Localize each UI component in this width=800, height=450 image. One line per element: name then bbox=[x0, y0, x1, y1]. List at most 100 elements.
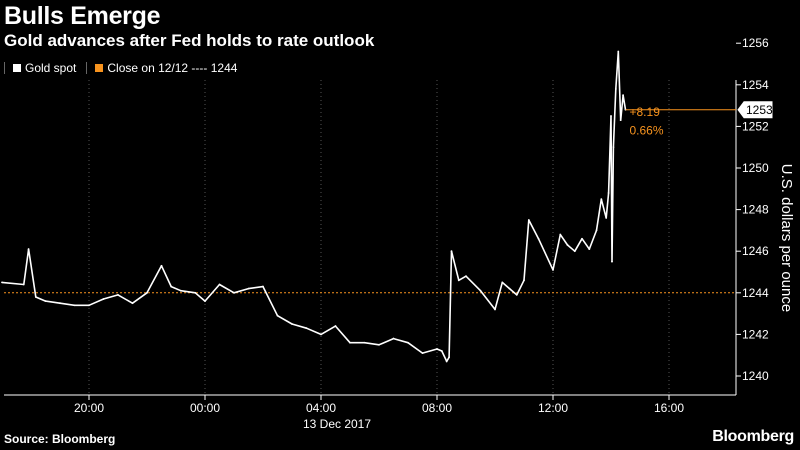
data-point bbox=[102, 298, 105, 300]
data-point bbox=[170, 285, 173, 288]
data-point bbox=[334, 325, 337, 327]
data-point bbox=[27, 248, 30, 251]
data-point bbox=[566, 244, 569, 246]
y-tick-label: 1244 bbox=[742, 286, 769, 300]
data-point bbox=[559, 233, 562, 236]
legend-label-gold: Gold spot bbox=[25, 61, 77, 75]
data-point bbox=[194, 291, 197, 294]
x-tick-label: 08:00 bbox=[422, 401, 452, 415]
data-point bbox=[581, 237, 583, 240]
data-point bbox=[436, 348, 438, 350]
data-point bbox=[501, 281, 504, 284]
last-value-tag bbox=[737, 101, 773, 119]
data-point bbox=[588, 248, 591, 251]
data-point bbox=[465, 275, 467, 278]
data-point bbox=[407, 341, 409, 344]
x-tick-label: 16:00 bbox=[654, 401, 684, 415]
data-point bbox=[320, 333, 322, 336]
y-tick-label: 1240 bbox=[742, 369, 769, 383]
legend-swatch-close bbox=[95, 64, 104, 72]
data-point bbox=[392, 337, 395, 340]
data-point bbox=[421, 352, 424, 355]
data-point bbox=[494, 308, 496, 311]
legend: Gold spot Close on 12/12 ---- 1244 bbox=[4, 61, 247, 75]
data-point bbox=[349, 341, 351, 344]
data-point bbox=[611, 260, 613, 263]
data-point bbox=[73, 304, 76, 307]
y-tick-label: 1242 bbox=[742, 327, 769, 341]
last-value-label: 1253 bbox=[746, 103, 773, 117]
legend-label-close: Close on 12/12 ---- 1244 bbox=[107, 61, 238, 75]
chart-title: Bulls Emerge bbox=[4, 2, 161, 30]
chart-subtitle: Gold advances after Fed holds to rate ou… bbox=[4, 31, 375, 50]
data-point bbox=[160, 264, 163, 267]
data-point bbox=[22, 283, 25, 286]
data-point bbox=[117, 293, 119, 296]
data-point bbox=[573, 250, 576, 253]
y-tick-label: 1252 bbox=[742, 119, 769, 133]
data-point bbox=[131, 302, 134, 305]
legend-item-gold: Gold spot bbox=[13, 61, 76, 75]
data-point bbox=[378, 343, 380, 346]
data-point bbox=[305, 327, 308, 330]
data-point bbox=[523, 279, 525, 282]
data-point bbox=[88, 304, 90, 307]
data-point bbox=[247, 287, 250, 290]
data-point bbox=[457, 279, 460, 282]
data-point bbox=[276, 314, 279, 317]
x-tick-label: 00:00 bbox=[190, 401, 220, 415]
legend-item-close: Close on 12/12 ---- 1244 bbox=[95, 61, 237, 75]
data-point bbox=[450, 250, 453, 253]
data-point bbox=[617, 50, 620, 53]
data-point bbox=[34, 296, 37, 298]
data-point bbox=[59, 302, 61, 305]
y-tick-label: 1246 bbox=[742, 244, 769, 258]
data-point bbox=[614, 88, 617, 90]
brand-logo: Bloomberg bbox=[712, 428, 794, 445]
data-point bbox=[600, 198, 603, 201]
data-point bbox=[440, 350, 443, 352]
x-axis-date-label: 13 Dec 2017 bbox=[303, 417, 371, 431]
data-point bbox=[448, 356, 450, 359]
data-point bbox=[515, 293, 518, 296]
y-tick-label: 1254 bbox=[742, 78, 769, 92]
data-point bbox=[291, 323, 293, 325]
y-tick-label: 1248 bbox=[742, 203, 769, 217]
data-point bbox=[363, 341, 366, 344]
data-point bbox=[179, 289, 182, 292]
data-point bbox=[552, 269, 554, 271]
data-point bbox=[595, 229, 598, 232]
data-point bbox=[537, 237, 540, 240]
legend-swatch-gold bbox=[13, 64, 21, 72]
data-point bbox=[445, 360, 448, 363]
legend-separator bbox=[4, 62, 5, 74]
data-point bbox=[204, 300, 206, 303]
data-point bbox=[610, 115, 612, 117]
data-point bbox=[479, 289, 482, 292]
data-point bbox=[605, 217, 608, 219]
data-point bbox=[146, 291, 148, 294]
y-axis-label: U.S. dollars per ounce bbox=[778, 164, 795, 312]
change-annotation: +8.19 bbox=[630, 105, 661, 119]
data-point bbox=[527, 219, 530, 221]
data-point bbox=[612, 146, 615, 149]
legend-separator bbox=[86, 62, 88, 74]
y-tick-label: 1256 bbox=[742, 36, 769, 50]
x-tick-label: 04:00 bbox=[306, 401, 336, 415]
change-pct-annotation: 0.66% bbox=[630, 124, 664, 138]
source-note: Source: Bloomberg bbox=[4, 432, 116, 446]
data-point bbox=[233, 291, 235, 294]
data-point bbox=[622, 94, 624, 97]
x-tick-label: 20:00 bbox=[74, 401, 104, 415]
data-point bbox=[607, 192, 610, 194]
data-point bbox=[44, 300, 47, 303]
data-point bbox=[218, 283, 221, 286]
data-point bbox=[508, 287, 511, 290]
gold-spot-line bbox=[1, 50, 627, 363]
data-point bbox=[619, 119, 622, 122]
data-point bbox=[262, 285, 264, 288]
data-point bbox=[1, 281, 3, 284]
x-tick-label: 12:00 bbox=[538, 401, 568, 415]
y-tick-label: 1250 bbox=[742, 161, 769, 175]
